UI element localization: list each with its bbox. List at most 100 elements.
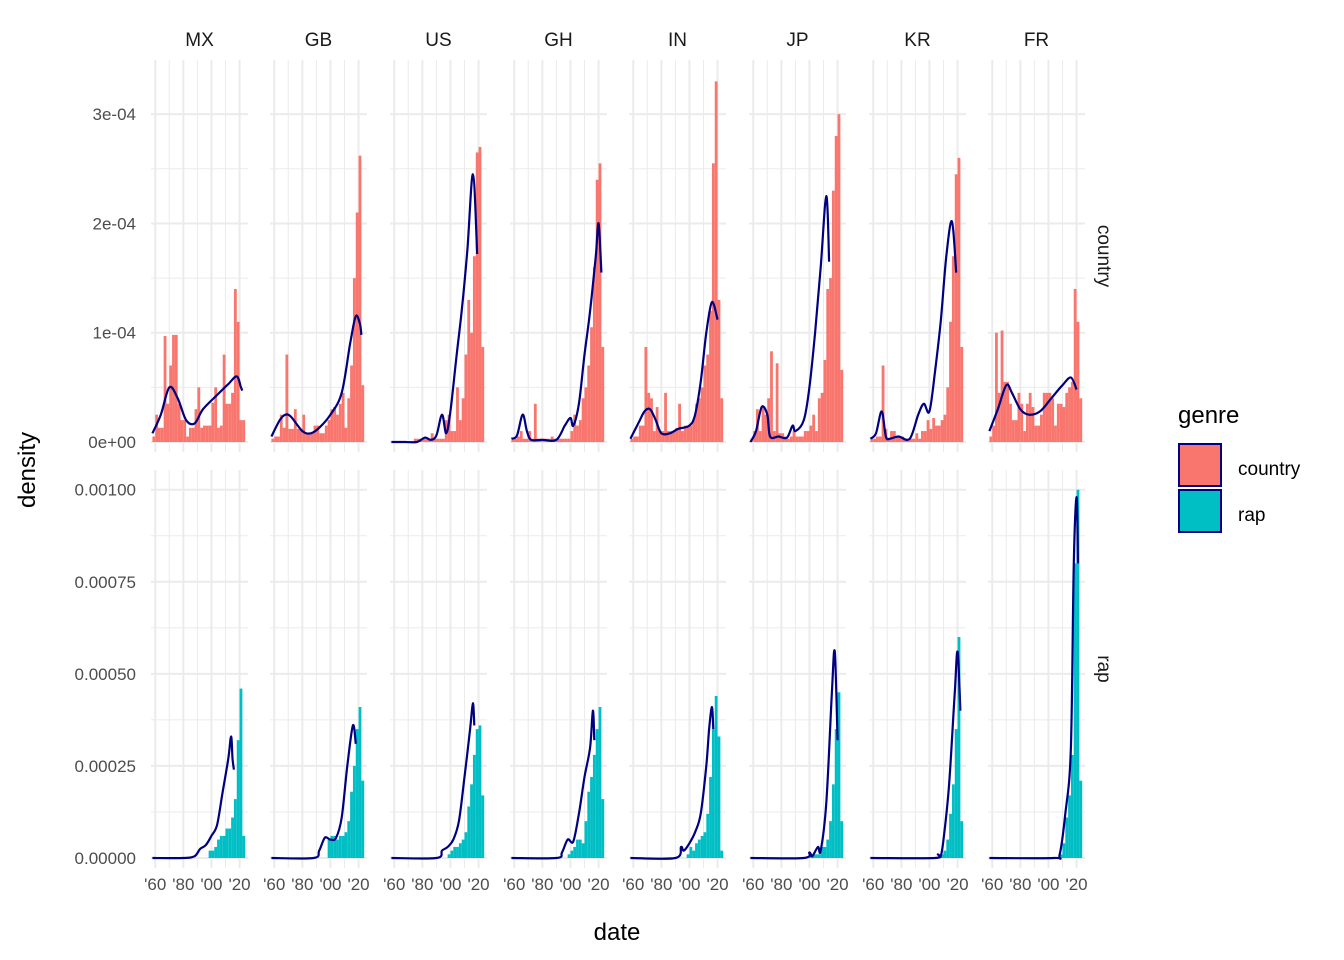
facet-strip-label-mx: MX <box>185 30 214 51</box>
histogram-bar-jp-country <box>761 407 765 442</box>
histogram-bar-gb-country <box>352 278 356 442</box>
density-line-gb-country <box>270 314 363 438</box>
histogram-bar-mx-country <box>233 289 237 442</box>
histogram-bar-fr-country <box>1006 381 1010 442</box>
histogram-bar-mx-country <box>177 403 181 442</box>
histogram-bar-us-country <box>450 431 454 442</box>
x-tick-label: '80 <box>411 875 433 894</box>
x-tick-label: '00 <box>200 875 222 894</box>
x-tick-label: '00 <box>559 875 581 894</box>
density-line-fr-country <box>988 376 1078 432</box>
histogram-bar-mx-country <box>160 427 164 442</box>
histogram-bar-jp-country <box>792 431 796 442</box>
x-tick-label: '00 <box>1037 875 1059 894</box>
histogram-bar-gb-rap <box>361 780 365 858</box>
histogram-bar-jp-rap <box>829 821 832 858</box>
histogram-bar-gb-rap <box>341 835 345 858</box>
y-axis-title: density <box>14 432 41 508</box>
histogram-bar-fr-rap <box>1059 854 1063 858</box>
histogram-bar-mx-country <box>239 420 243 442</box>
histogram-bar-us-rap <box>467 806 471 858</box>
histogram-bar-mx-country <box>158 427 161 442</box>
histogram-bar-jp-country <box>815 431 818 442</box>
histogram-bar-us-country <box>413 438 417 442</box>
histogram-bar-in-country <box>706 354 710 442</box>
legend-label-rap: rap <box>1238 505 1265 526</box>
histogram-bar-in-country <box>638 425 642 442</box>
histogram-bar-gb-country <box>271 438 275 442</box>
density-line-gh-rap <box>511 709 596 860</box>
histogram-bar-fr-country <box>997 392 1001 442</box>
histogram-bar-kr-country <box>954 174 958 442</box>
histogram-bar-gb-country <box>293 409 297 442</box>
histogram-bar-gh-country <box>514 438 518 442</box>
density-line-in-rap <box>630 705 715 860</box>
histogram-bar-kr-country <box>949 321 952 442</box>
histogram-bar-us-country <box>425 438 428 442</box>
histogram-bar-gb-country <box>299 428 303 442</box>
histogram-bar-kr-country <box>935 425 938 442</box>
y-tick-label-rap: 0.00050 <box>75 665 136 684</box>
histogram-bar-gb-country <box>324 425 328 442</box>
histogram-bar-kr-country <box>957 157 961 442</box>
histogram-bar-gh-rap <box>581 843 585 858</box>
histogram-bar-kr-country <box>943 414 947 442</box>
density-lines-layer <box>151 173 1080 860</box>
histogram-bar-jp-country <box>758 431 762 442</box>
histogram-bar-gh-rap <box>598 707 602 858</box>
x-tick-label: '20 <box>347 875 369 894</box>
histogram-bar-gb-country <box>316 425 320 442</box>
histogram-bar-jp-country <box>823 360 827 442</box>
histogram-bar-fr-country <box>995 332 998 442</box>
histogram-bar-in-country <box>669 431 673 442</box>
legend: genre country rap <box>1178 402 1301 533</box>
histogram-bar-gb-country <box>282 427 286 442</box>
histogram-bar-kr-country <box>937 425 941 442</box>
density-line-gb-rap <box>271 723 357 860</box>
histogram-bar-in-rap <box>706 813 710 858</box>
histogram-bar-in-country <box>700 387 704 442</box>
histogram-bar-gh-rap <box>595 729 599 858</box>
histogram-bar-fr-country <box>1040 414 1043 442</box>
histogram-bar-jp-country <box>812 414 816 442</box>
x-tick-label: '80 <box>291 875 313 894</box>
histogram-bar-kr-country <box>915 433 919 442</box>
histogram-bar-mx-country <box>242 420 246 442</box>
labels-layer: MX GB US GH IN JP KR FR country rap 0e+00 1e-04 2e-0… <box>75 30 1114 894</box>
histogram-bar-gh-country <box>584 387 588 442</box>
histogram-bar-in-country <box>650 398 653 442</box>
histogram-bar-us-country <box>453 431 457 442</box>
histogram-bar-jp-rap <box>834 729 838 858</box>
histogram-bar-gb-country <box>350 365 353 442</box>
histogram-bar-jp-rap <box>817 854 821 858</box>
histogram-bar-fr-country <box>1037 425 1041 442</box>
histogram-bar-jp-country <box>806 431 810 442</box>
histogram-bar-gb-country <box>279 414 283 442</box>
histogram-bar-mx-rap <box>242 835 246 858</box>
histogram-bar-us-country <box>475 152 479 442</box>
histogram-bar-us-country <box>458 420 462 442</box>
histogram-bar-gb-country <box>302 414 306 442</box>
x-tick-label: '80 <box>890 875 912 894</box>
histogram-bar-fr-country <box>1025 403 1029 442</box>
histogram-bar-mx-country <box>186 436 189 442</box>
histogram-bar-gh-country <box>559 438 563 442</box>
histogram-bar-fr-country <box>1000 330 1004 442</box>
histogram-bar-in-rap <box>695 843 698 858</box>
density-line-us-rap <box>391 702 476 860</box>
histogram-bar-fr-country <box>1020 403 1024 442</box>
histogram-bar-kr-rap <box>957 637 961 858</box>
histogram-bar-gb-country <box>327 420 331 442</box>
histogram-bar-in-country <box>689 425 693 442</box>
x-tick-label: '80 <box>650 875 672 894</box>
histogram-bar-us-country <box>430 433 434 442</box>
histogram-bar-gh-country <box>522 438 526 442</box>
y-tick-label-country: 3e-04 <box>93 105 136 124</box>
histogram-bar-gh-rap <box>570 850 574 858</box>
histogram-bar-jp-rap <box>837 692 841 858</box>
histogram-bar-fr-rap <box>1073 563 1077 858</box>
x-tick-label: '60 <box>622 875 644 894</box>
histogram-bar-kr-country <box>878 436 882 442</box>
histogram-bar-us-rap <box>472 754 476 858</box>
histogram-bar-in-rap <box>689 846 693 858</box>
